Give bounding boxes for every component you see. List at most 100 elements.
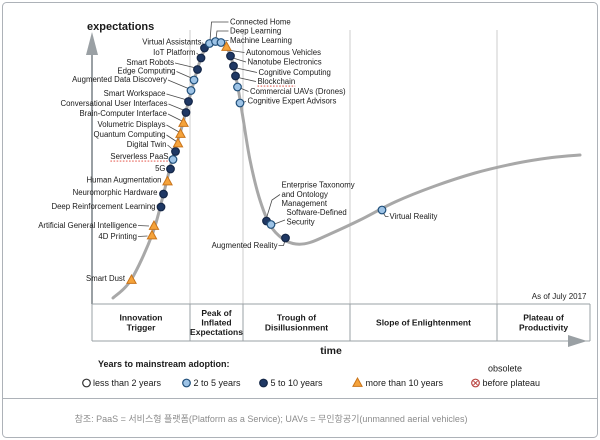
marker-5g [166, 164, 175, 174]
phase-label-peak-of-inflated-expectations: Peak of Inflated Expectations [190, 308, 243, 337]
leader-enterprise-taxonomy-and-ontology-management [266, 194, 281, 219]
label-deep-reinforcement-learning: Deep Reinforcement Learning [51, 202, 155, 211]
marker-iot-platform [196, 53, 206, 63]
leader-brain-computer-interface [167, 113, 183, 122]
marker-commercial-uavs-drones [233, 82, 242, 92]
label-augmented-data-discovery: Augmented Data Discovery [72, 75, 167, 84]
leader-cognitive-computing [236, 67, 258, 73]
hype-curve [111, 39, 582, 300]
marker-augmented-data-discovery [186, 86, 196, 95]
label-smart-robots: Smart Robots [126, 58, 174, 67]
leader-edge-computing [176, 71, 193, 79]
expectations-arrow-icon [86, 32, 98, 55]
label-nanotube-electronics: Nanotube Electronics [248, 58, 322, 67]
label-blockchain: Blockchain [258, 77, 296, 86]
phase-label-slope-of-enlightenment: Slope of Enlightenment [376, 318, 471, 328]
x-axis-title: time [320, 345, 342, 357]
leader-software-defined-security [274, 219, 286, 225]
label-brain-computer-interface: Brain-Computer Interface [79, 109, 167, 118]
label-serverless-paas: Serverless PaaS [110, 152, 168, 161]
phase-label-innovation-trigger: Innovation Trigger [120, 313, 163, 333]
marker-smart-workspace [184, 97, 193, 106]
label-smart-workspace: Smart Workspace [104, 89, 166, 98]
as-of-date: As of July 2017 [532, 292, 587, 301]
phase-label-plateau-of-productivity: Plateau of Productivity [519, 313, 568, 333]
leader-connected-home [209, 21, 229, 41]
marker-autonomous-vehicles [221, 40, 232, 51]
marker-smart-robots [193, 65, 202, 74]
legend-glyph-5-to-10-years [259, 378, 268, 388]
label-digital-twin: Digital Twin [127, 140, 167, 149]
label-conversational-user-interfaces: Conversational User Interfaces [60, 99, 167, 108]
time-arrow-icon [568, 335, 587, 347]
marker-digital-twin [171, 147, 180, 156]
marker-cognitive-computing [229, 61, 238, 71]
leader-volumetric-displays [166, 124, 180, 133]
marker-human-augmentation [162, 175, 173, 186]
label-cognitive-expert-advisors: Cognitive Expert Advisors [248, 97, 337, 106]
marker-blockchain [231, 71, 240, 81]
legend-glyph-less-than-2-years [82, 378, 91, 388]
label-deep-learning: Deep Learning [230, 27, 281, 36]
marker-neuromorphic-hardware [159, 189, 168, 199]
label-enterprise-taxonomy-and-ontology-management: Enterprise Taxonomy and Ontology Managemen… [282, 181, 355, 208]
marker-augmented-reality [281, 233, 290, 243]
label-virtual-reality: Virtual Reality [390, 212, 438, 221]
label-augmented-reality: Augmented Reality [212, 241, 278, 250]
label-4d-printing: 4D Printing [98, 232, 137, 241]
label-iot-platform: IoT Platform [153, 48, 195, 57]
marker-software-defined-security [266, 220, 276, 229]
leader-smart-robots [174, 62, 197, 69]
footnote: 참조: PaaS = 서비스형 플랫폼(Platform as a Servic… [74, 414, 468, 424]
label-virtual-assistants: Virtual Assistants [142, 38, 201, 47]
y-axis-title: expectations [87, 21, 154, 33]
leader-deep-learning [215, 30, 229, 39]
marker-4d-printing [146, 229, 158, 240]
leader-quantum-computing [166, 134, 177, 142]
label-volumetric-displays: Volumetric Displays [97, 120, 165, 129]
marker-cognitive-expert-advisors [235, 98, 245, 108]
leader-smart-workspace [166, 93, 188, 101]
label-autonomous-vehicles: Autonomous Vehicles [246, 48, 321, 57]
marker-smart-dust [126, 273, 137, 284]
marker-serverless-paas [168, 155, 178, 164]
marker-nanotube-electronics [226, 51, 235, 61]
legend-glyph-2-to-5-years [182, 378, 191, 388]
leader-augmented-data-discovery [167, 79, 190, 90]
marker-edge-computing [189, 75, 199, 85]
leader-nanotube-electronics [232, 57, 247, 63]
legend-label-obsolete-before-plateau: before plateau [483, 378, 541, 388]
legend-label-obsolete-before-plateau-line1: obsolete [488, 364, 522, 374]
leader-artificial-general-intelligence [137, 225, 150, 227]
marker-brain-computer-interface [178, 116, 189, 127]
legend-label-less-than-2-years: less than 2 years [93, 378, 162, 388]
label-human-augmentation: Human Augmentation [87, 176, 162, 185]
marker-machine-learning [216, 38, 226, 47]
label-5g: 5G [155, 164, 165, 173]
label-quantum-computing: Quantum Computing [94, 130, 166, 139]
label-machine-learning: Machine Learning [230, 36, 292, 45]
marker-deep-reinforcement-learning [156, 202, 166, 212]
label-cognitive-computing: Cognitive Computing [259, 68, 331, 77]
marker-quantum-computing [172, 137, 184, 148]
marker-volumetric-displays [175, 127, 186, 138]
leader-autonomous-vehicles [230, 50, 245, 53]
label-edge-computing: Edge Computing [117, 67, 175, 76]
leader-4d-printing [137, 235, 148, 237]
legend-title: Years to mainstream adoption: [98, 359, 230, 369]
label-commercial-uavs-drones: Commercial UAVs (Drones) [250, 87, 346, 96]
marker-artificial-general-intelligence [148, 219, 160, 230]
legend-label-5-to-10-years: 5 to 10 years [271, 378, 324, 388]
leader-conversational-user-interfaces [168, 103, 185, 111]
legend-glyph-obsolete-before-plateau-x [473, 380, 478, 386]
label-software-defined-security: Software-Defined Security [287, 208, 347, 226]
label-neuromorphic-hardware: Neuromorphic Hardware [73, 188, 158, 197]
phase-label-trough-of-disillusionment: Trough of Disillusionment [265, 313, 328, 333]
legend-label-2-to-5-years: 2 to 5 years [194, 378, 242, 388]
marker-virtual-reality [377, 205, 387, 215]
legend-label-more-than-10-years: more than 10 years [366, 378, 444, 388]
marker-conversational-user-interfaces [181, 108, 191, 117]
